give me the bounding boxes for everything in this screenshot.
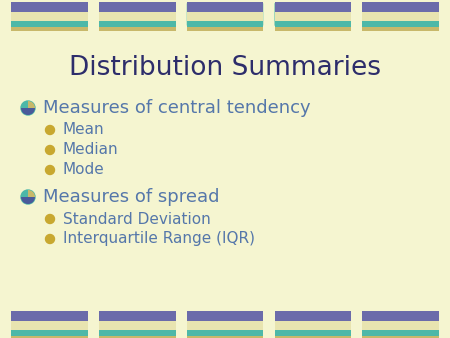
Bar: [362, 11, 439, 21]
Bar: [11, 2, 88, 11]
Text: Standard Deviation: Standard Deviation: [63, 212, 211, 226]
Bar: [274, 27, 351, 31]
Bar: [99, 331, 176, 338]
Bar: [11, 336, 88, 338]
Bar: [99, 11, 176, 21]
Text: Mean: Mean: [63, 122, 104, 138]
Bar: [187, 336, 263, 338]
Bar: [99, 27, 176, 31]
Wedge shape: [21, 101, 28, 108]
Bar: [187, 321, 263, 331]
Circle shape: [45, 235, 54, 243]
FancyBboxPatch shape: [99, 2, 176, 27]
Bar: [11, 21, 88, 31]
Bar: [11, 11, 88, 21]
Bar: [274, 21, 351, 31]
Bar: [99, 321, 176, 331]
Text: Interquartile Range (IQR): Interquartile Range (IQR): [63, 232, 255, 246]
Text: Median: Median: [63, 143, 119, 158]
Text: Measures of spread: Measures of spread: [43, 188, 220, 206]
Bar: [362, 336, 439, 338]
Bar: [11, 27, 88, 31]
Circle shape: [45, 166, 54, 174]
Bar: [99, 2, 176, 11]
Bar: [187, 21, 263, 31]
Wedge shape: [28, 101, 35, 108]
Wedge shape: [28, 190, 35, 197]
Bar: [11, 331, 88, 338]
FancyBboxPatch shape: [362, 2, 439, 27]
Bar: [11, 321, 88, 331]
Wedge shape: [21, 108, 35, 115]
Bar: [362, 311, 439, 321]
Text: Distribution Summaries: Distribution Summaries: [69, 55, 381, 81]
Bar: [362, 2, 439, 11]
Bar: [274, 336, 351, 338]
Text: Measures of central tendency: Measures of central tendency: [43, 99, 310, 117]
FancyBboxPatch shape: [274, 2, 351, 27]
Bar: [11, 311, 88, 321]
Wedge shape: [21, 190, 28, 197]
Circle shape: [21, 101, 35, 115]
Bar: [187, 27, 263, 31]
Circle shape: [45, 145, 54, 154]
Bar: [187, 2, 263, 11]
Circle shape: [45, 125, 54, 135]
Circle shape: [45, 215, 54, 223]
Bar: [274, 311, 351, 321]
Bar: [274, 321, 351, 331]
Bar: [99, 311, 176, 321]
Bar: [274, 331, 351, 338]
Text: Mode: Mode: [63, 163, 105, 177]
Circle shape: [21, 190, 35, 204]
FancyBboxPatch shape: [11, 2, 88, 27]
Bar: [274, 2, 351, 11]
Bar: [362, 27, 439, 31]
Bar: [99, 336, 176, 338]
Bar: [187, 331, 263, 338]
Bar: [362, 331, 439, 338]
Bar: [99, 21, 176, 31]
FancyBboxPatch shape: [187, 2, 263, 27]
Bar: [187, 11, 263, 21]
Bar: [362, 21, 439, 31]
Bar: [274, 11, 351, 21]
Bar: [362, 321, 439, 331]
Wedge shape: [21, 197, 35, 204]
Bar: [187, 311, 263, 321]
